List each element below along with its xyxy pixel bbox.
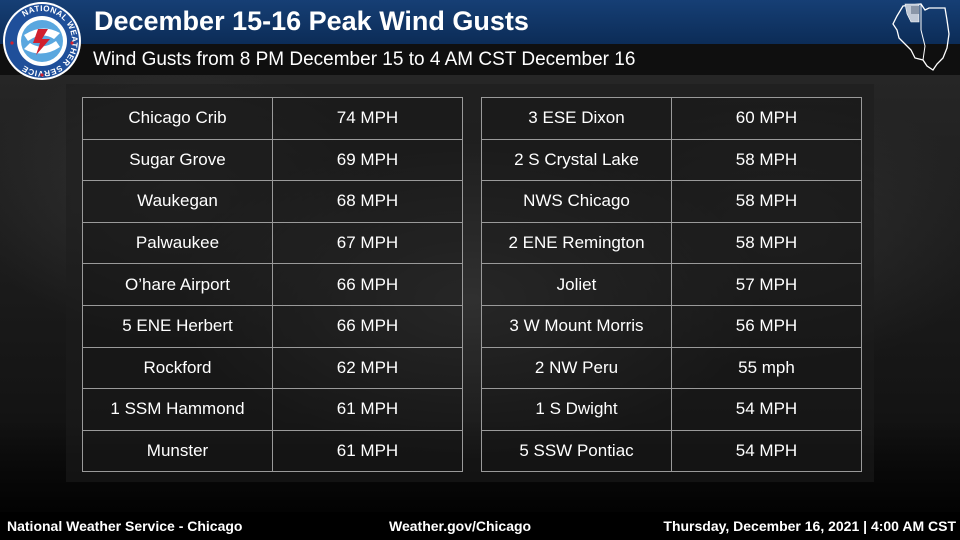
table-row: Rockford 62 MPH [82,346,463,390]
gust-cell: 55 mph [671,346,862,390]
table-row: 5 ENE Herbert 66 MPH [82,304,463,348]
gust-cell: 61 MPH [272,388,463,431]
table-row: 1 SSM Hammond 61 MPH [82,388,463,431]
gust-cell: 54 MPH [671,429,862,473]
title-bar: December 15-16 Peak Wind Gusts [0,0,960,44]
table-row: 2 S Crystal Lake 58 MPH [481,138,862,182]
location-cell: 1 SSM Hammond [82,388,273,431]
page-title: December 15-16 Peak Wind Gusts [94,6,529,36]
gust-table-left: Chicago Crib 74 MPH Sugar Grove 69 MPH Wauke… [82,97,463,473]
footer-office: National Weather Service - Chicago [7,518,243,534]
location-cell: 5 ENE Herbert [82,304,273,348]
location-cell: O’hare Airport [82,263,273,306]
gust-table-right: 3 ESE Dixon 60 MPH 2 S Crystal Lake 58 MPH N… [481,97,862,473]
location-cell: 1 S Dwight [481,388,672,431]
location-cell: Waukegan [82,180,273,223]
table-row: Palwaukee 67 MPH [82,221,463,265]
illinois-indiana-map-icon [892,3,950,71]
location-cell: Sugar Grove [82,138,273,182]
table-row: Sugar Grove 69 MPH [82,138,463,182]
gust-cell: 54 MPH [671,388,862,431]
location-cell: NWS Chicago [481,180,672,223]
location-cell: 2 NW Peru [481,346,672,390]
gust-cell: 66 MPH [272,304,463,348]
table-row: 1 S Dwight 54 MPH [481,388,862,431]
location-cell: 5 SSW Pontiac [481,429,672,473]
gust-cell: 69 MPH [272,138,463,182]
location-cell: 2 S Crystal Lake [481,138,672,182]
gust-cell: 58 MPH [671,180,862,223]
table-row: Joliet 57 MPH [481,263,862,306]
table-row: 3 W Mount Morris 56 MPH [481,304,862,348]
footer-website[interactable]: Weather.gov/Chicago [389,518,532,534]
gust-cell: 67 MPH [272,221,463,265]
gust-cell: 56 MPH [671,304,862,348]
gust-cell: 61 MPH [272,429,463,473]
location-cell: Joliet [481,263,672,306]
table-row: Waukegan 68 MPH [82,180,463,223]
footer-timestamp: Thursday, December 16, 2021 | 4:00 AM CS… [663,518,956,534]
gust-cell: 74 MPH [272,97,463,140]
table-row: O’hare Airport 66 MPH [82,263,463,306]
gust-cell: 60 MPH [671,97,862,140]
gust-cell: 68 MPH [272,180,463,223]
location-cell: Rockford [82,346,273,390]
table-row: 2 ENE Remington 58 MPH [481,221,862,265]
gust-cell: 66 MPH [272,263,463,306]
location-cell: Chicago Crib [82,97,273,140]
gust-cell: 58 MPH [671,138,862,182]
location-cell: 2 ENE Remington [481,221,672,265]
location-cell: 3 W Mount Morris [481,304,672,348]
footer-bar: National Weather Service - Chicago Weath… [0,512,960,540]
location-cell: Palwaukee [82,221,273,265]
location-cell: 3 ESE Dixon [481,97,672,140]
table-row: 5 SSW Pontiac 54 MPH [481,429,862,473]
table-row: Munster 61 MPH [82,429,463,473]
page-subtitle: Wind Gusts from 8 PM December 15 to 4 AM… [93,49,636,70]
table-row: 2 NW Peru 55 mph [481,346,862,390]
nws-logo-icon: NATIONAL WEATHER SERVICE [3,2,81,80]
table-row: 3 ESE Dixon 60 MPH [481,97,862,140]
gust-cell: 62 MPH [272,346,463,390]
table-row: Chicago Crib 74 MPH [82,97,463,140]
gust-cell: 57 MPH [671,263,862,306]
gust-cell: 58 MPH [671,221,862,265]
table-row: NWS Chicago 58 MPH [481,180,862,223]
subtitle-bar: Wind Gusts from 8 PM December 15 to 4 AM… [0,44,960,75]
location-cell: Munster [82,429,273,473]
